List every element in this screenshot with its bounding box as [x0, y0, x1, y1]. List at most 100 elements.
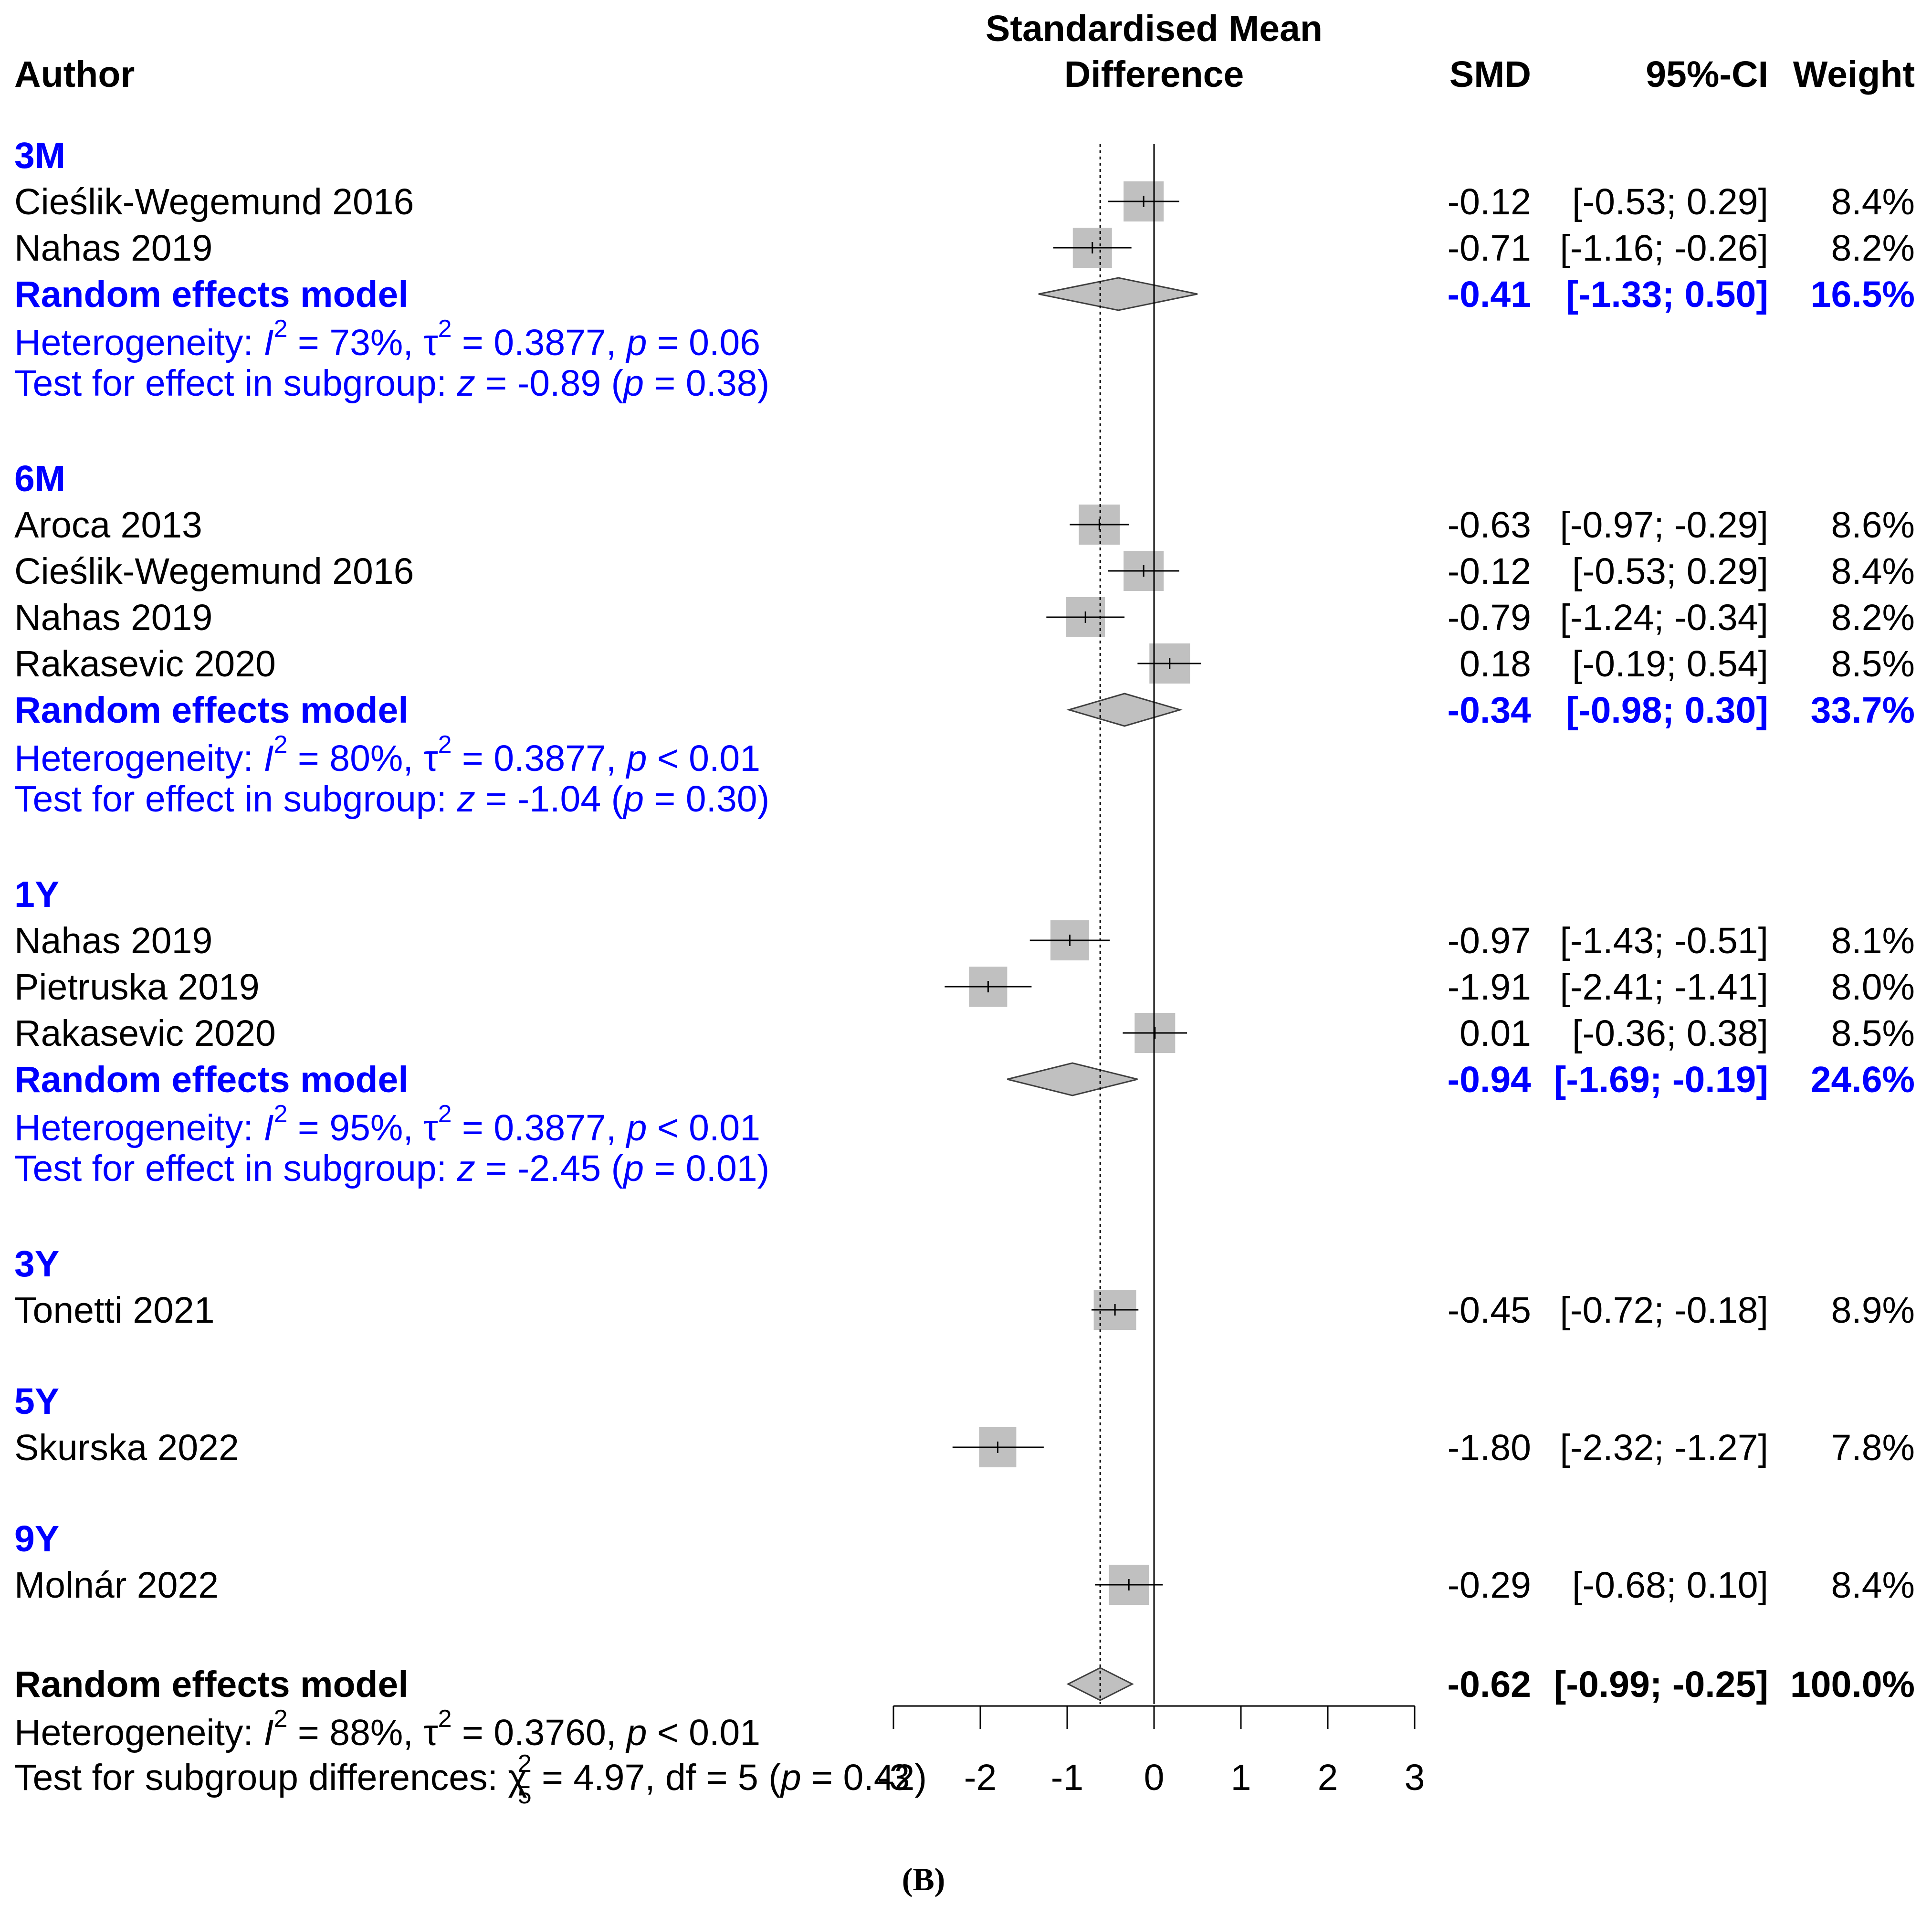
subgroup-summary-smd: -0.41 [1447, 274, 1531, 315]
column-headers: Author Standardised Mean Difference SMD 95%-… [14, 8, 1915, 95]
subgroup-label: 3M [14, 135, 65, 176]
plot-area [945, 144, 1201, 1704]
study-weight: 7.8% [1831, 1427, 1915, 1468]
study-weight: 8.6% [1831, 505, 1915, 546]
x-tick-label: 2 [1318, 1757, 1338, 1798]
study-weight: 8.4% [1831, 181, 1915, 222]
study-ci: [-2.41; -1.41] [1560, 967, 1768, 1008]
study-weight: 8.1% [1831, 920, 1915, 961]
x-tick-label: 3 [1405, 1757, 1425, 1798]
subgroup-summary-smd: -0.94 [1447, 1059, 1531, 1100]
subgroup-effect-test: Test for effect in subgroup: z = -2.45 (… [14, 1148, 769, 1189]
subgroup-heterogeneity: Heterogeneity: I2 = 73%, τ2 = 0.3877, p … [14, 315, 760, 363]
study-ci: [-1.16; -0.26] [1560, 228, 1768, 269]
study-smd: -0.97 [1447, 920, 1531, 961]
study-smd: -0.71 [1447, 228, 1531, 269]
header-author: Author [14, 54, 135, 95]
study-smd: -1.91 [1447, 967, 1531, 1008]
study-ci: [-0.53; 0.29] [1572, 551, 1768, 592]
subgroup-summary-weight: 16.5% [1811, 274, 1915, 315]
header-smd: SMD [1449, 54, 1531, 95]
study-smd: -0.63 [1447, 505, 1531, 546]
subgroup-label: 6M [14, 458, 65, 499]
subgroup-label: 9Y [14, 1518, 59, 1559]
study-author: Pietruska 2019 [14, 967, 260, 1008]
study-smd: -0.12 [1447, 551, 1531, 592]
study-ci: [-0.36; 0.38] [1572, 1013, 1768, 1054]
table-rows: 3M Cieślik-Wegemund 2016 -0.12 [-0.53; 0.29… [14, 135, 1915, 1809]
subgroup-summary-ci: [-0.98; 0.30] [1566, 690, 1768, 731]
x-tick-label: 0 [1144, 1757, 1165, 1798]
study-smd: 0.18 [1460, 643, 1531, 684]
study-ci: [-1.43; -0.51] [1560, 920, 1768, 961]
subgroup-summary-label: Random effects model [14, 690, 409, 731]
study-ci: [-0.53; 0.29] [1572, 181, 1768, 222]
overall-smd: -0.62 [1447, 1664, 1531, 1705]
study-author: Rakasevic 2020 [14, 643, 276, 684]
subgroup-effect-test: Test for effect in subgroup: z = -0.89 (… [14, 363, 769, 404]
header-plot-title-line2: Difference [1064, 54, 1244, 95]
subgroup-summary-label: Random effects model [14, 274, 409, 315]
overall-weight: 100.0% [1790, 1664, 1915, 1705]
study-weight: 8.4% [1831, 551, 1915, 592]
study-ci: [-0.19; 0.54] [1572, 643, 1768, 684]
study-ci: [-0.68; 0.10] [1572, 1565, 1768, 1606]
study-smd: -0.12 [1447, 181, 1531, 222]
study-weight: 8.5% [1831, 643, 1915, 684]
study-author: Skurska 2022 [14, 1427, 239, 1468]
study-smd: -0.79 [1447, 597, 1531, 638]
header-weight: Weight [1793, 54, 1915, 95]
study-author: Nahas 2019 [14, 920, 212, 961]
subgroup-heterogeneity: Heterogeneity: I2 = 80%, τ2 = 0.3877, p … [14, 731, 760, 779]
study-ci: [-0.72; -0.18] [1560, 1290, 1768, 1331]
study-author: Rakasevic 2020 [14, 1013, 276, 1054]
subgroup-summary-ci: [-1.69; -0.19] [1554, 1059, 1768, 1100]
overall-ci: [-0.99; -0.25] [1554, 1664, 1768, 1705]
x-tick-label: 1 [1231, 1757, 1251, 1798]
x-tick-label: -1 [1051, 1757, 1083, 1798]
study-ci: [-2.32; -1.27] [1560, 1427, 1768, 1468]
study-author: Nahas 2019 [14, 228, 212, 269]
study-smd: 0.01 [1460, 1013, 1531, 1054]
subgroup-label: 3Y [14, 1243, 59, 1285]
subgroup-summary-weight: 33.7% [1811, 690, 1915, 731]
subgroup-label: 1Y [14, 874, 59, 915]
subgroup-differences-test: Test for subgroup differences: χ2 5 = 4.9… [14, 1750, 927, 1809]
subgroup-summary-weight: 24.6% [1811, 1059, 1915, 1100]
study-smd: -0.45 [1447, 1290, 1531, 1331]
overall-label: Random effects model [14, 1664, 409, 1705]
subgroup-summary-smd: -0.34 [1447, 690, 1531, 731]
subgroup-diamond [1066, 693, 1183, 727]
subgroup-summary-ci: [-1.33; 0.50] [1566, 274, 1768, 315]
study-ci: [-1.24; -0.34] [1560, 597, 1768, 638]
study-weight: 8.0% [1831, 967, 1915, 1008]
study-ci: [-0.97; -0.29] [1560, 505, 1768, 546]
study-author: Nahas 2019 [14, 597, 212, 638]
x-axis: -3 -2 -1 0 1 2 3 (B) [877, 1705, 1425, 1897]
header-plot-title-line1: Standardised Mean [986, 8, 1323, 49]
x-tick-label: -2 [964, 1757, 997, 1798]
study-weight: 8.2% [1831, 228, 1915, 269]
header-ci: 95%-CI [1646, 54, 1768, 95]
subgroup-diamond [1007, 1062, 1138, 1096]
study-author: Tonetti 2021 [14, 1290, 215, 1331]
subgroup-summary-label: Random effects model [14, 1059, 409, 1100]
study-smd: -0.29 [1447, 1565, 1531, 1606]
study-weight: 8.5% [1831, 1013, 1915, 1054]
study-smd: -1.80 [1447, 1427, 1531, 1468]
study-weight: 8.2% [1831, 597, 1915, 638]
panel-label: (B) [902, 1861, 945, 1897]
subgroup-heterogeneity: Heterogeneity: I2 = 95%, τ2 = 0.3877, p … [14, 1100, 760, 1148]
x-tick-label: -3 [877, 1757, 910, 1798]
study-author: Molnár 2022 [14, 1565, 219, 1606]
study-weight: 8.9% [1831, 1290, 1915, 1331]
study-weight: 8.4% [1831, 1565, 1915, 1606]
subgroup-effect-test: Test for effect in subgroup: z = -1.04 (… [14, 779, 769, 820]
study-author: Cieślik-Wegemund 2016 [14, 181, 414, 222]
subgroup-label: 5Y [14, 1381, 59, 1422]
overall-heterogeneity: Heterogeneity: I2 = 88%, τ2 = 0.3760, p … [14, 1705, 760, 1753]
study-author: Cieślik-Wegemund 2016 [14, 551, 414, 592]
study-author: Aroca 2013 [14, 505, 202, 546]
subgroup-diamond [1038, 277, 1198, 311]
